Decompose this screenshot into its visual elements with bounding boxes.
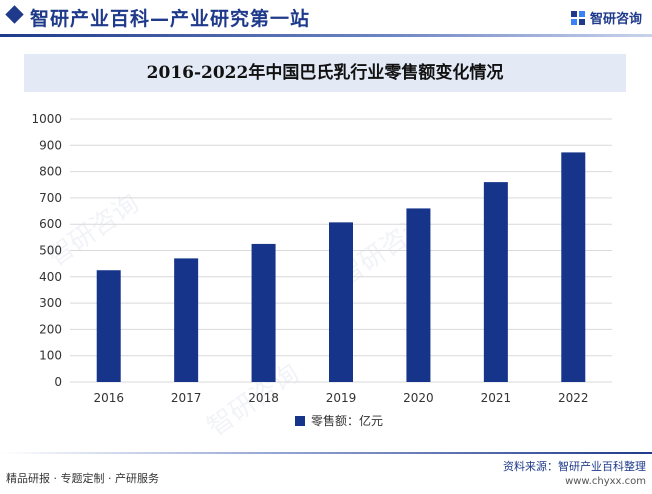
legend-label: 零售额：亿元 <box>311 413 383 428</box>
x-tick-label: 2019 <box>326 391 357 405</box>
bar <box>251 243 276 382</box>
header-title: 智研产业百科—产业研究第一站 <box>30 8 311 30</box>
y-tick-label: 800 <box>39 165 62 179</box>
x-tick-label: 2017 <box>171 391 202 405</box>
chart-title: 2016-2022年中国巴氏乳行业零售额变化情况 <box>146 63 504 83</box>
page-footer: 精品研报 · 专题定制 · 产研服务 资料来源：智研产业百科整理 www.chy… <box>0 452 652 494</box>
bar <box>174 258 199 382</box>
y-tick-label: 700 <box>39 191 62 205</box>
x-tick-label: 2020 <box>403 391 434 405</box>
bar <box>561 152 586 382</box>
x-tick-label: 2022 <box>558 391 589 405</box>
y-tick-label: 400 <box>39 270 62 284</box>
website-url[interactable]: www.chyxx.com <box>565 476 646 487</box>
y-tick-label: 600 <box>39 217 62 231</box>
bar <box>329 222 353 382</box>
bar-chart: 0 100 200 300 400 500 600 700 800 900 1000 2016 2017… <box>31 112 612 428</box>
y-tick-label: 1000 <box>31 112 62 126</box>
x-tick-label: 2018 <box>248 391 279 405</box>
footer-services: 精品研报 · 专题定制 · 产研服务 <box>6 472 159 485</box>
brand-name: 智研咨询 <box>589 12 642 27</box>
y-tick-label: 100 <box>39 349 62 363</box>
data-source: 资料来源：智研产业百科整理 <box>503 460 646 473</box>
y-tick-label: 200 <box>39 322 62 336</box>
bar <box>96 270 121 382</box>
x-tick-label: 2016 <box>93 391 124 405</box>
header-divider <box>0 34 652 37</box>
diamond-icon <box>5 5 24 24</box>
page-header: 智研产业百科—产业研究第一站 智研咨询 <box>0 0 652 34</box>
y-tick-label: 900 <box>39 138 62 152</box>
x-tick-label: 2021 <box>481 391 512 405</box>
bar <box>406 208 431 382</box>
chart-title-band: 2016-2022年中国巴氏乳行业零售额变化情况 <box>24 54 626 92</box>
zhiyan-logo-icon <box>570 10 585 25</box>
legend-swatch <box>295 416 305 426</box>
bar <box>483 182 508 382</box>
y-tick-label: 300 <box>39 296 62 310</box>
brand-logo[interactable]: 智研咨询 <box>570 8 642 27</box>
footer-divider <box>0 452 652 454</box>
y-tick-label: 500 <box>39 244 62 258</box>
y-tick-label: 0 <box>54 375 62 389</box>
